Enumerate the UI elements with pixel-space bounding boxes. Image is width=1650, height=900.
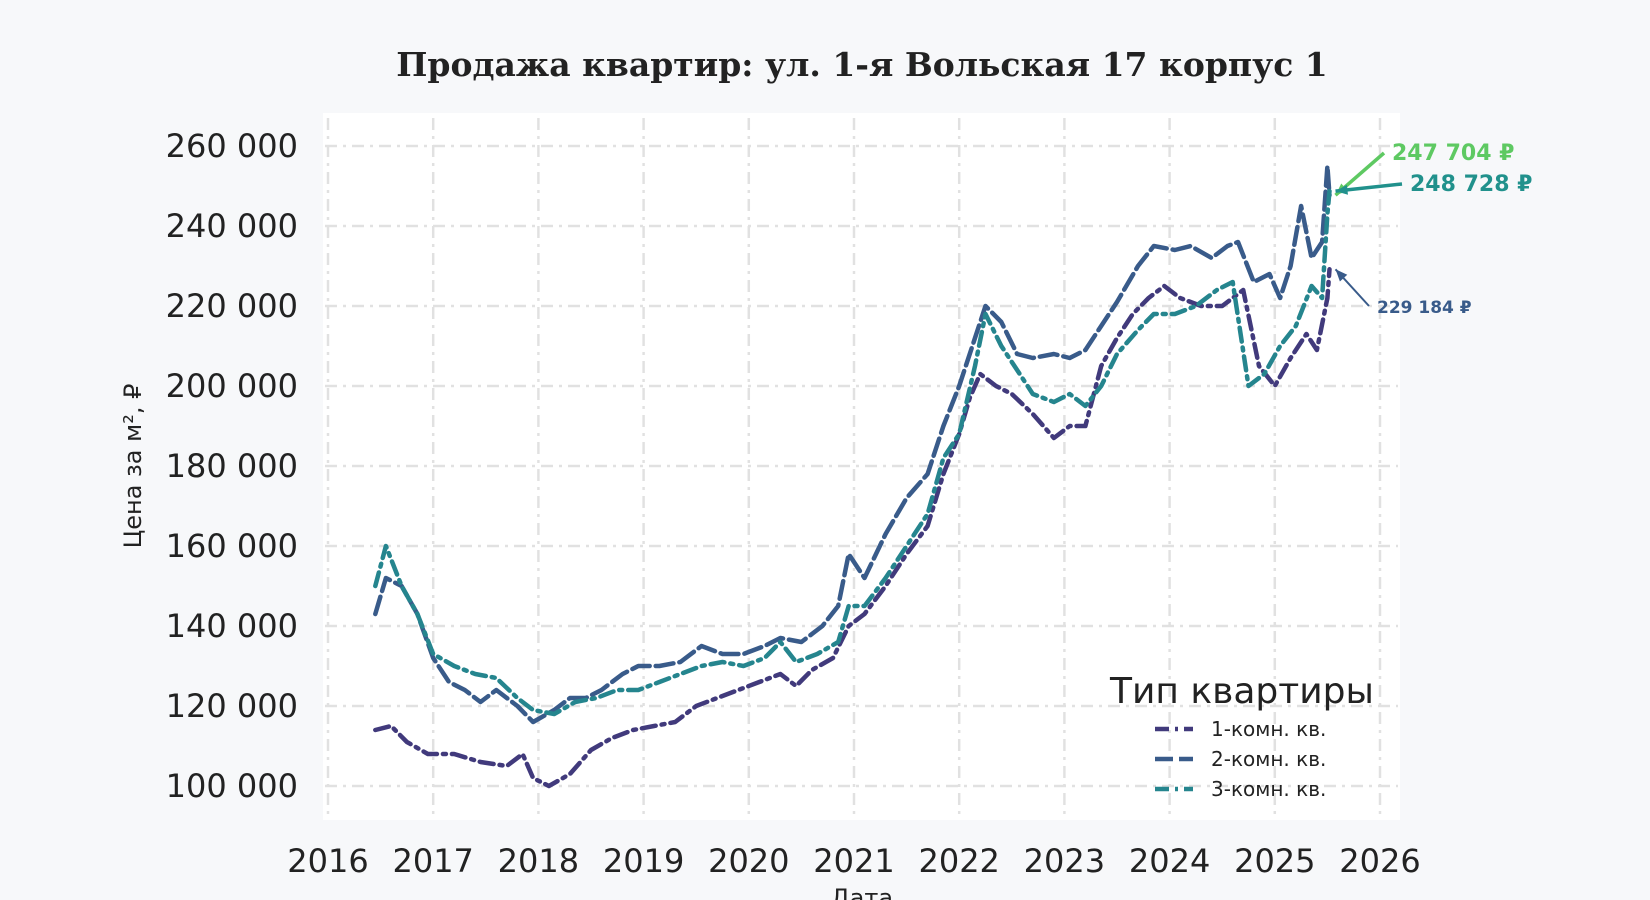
- x-tick-label: 2021: [813, 842, 894, 880]
- x-tick-label: 2026: [1339, 842, 1420, 880]
- y-axis-label: Цена за м², ₽: [119, 384, 147, 549]
- annotation-label: 229 184 ₽: [1377, 298, 1472, 318]
- legend-items: 1-комн. кв. 2-комн. кв. 3-комн. кв.: [1155, 717, 1326, 801]
- chart-title: Продажа квартир: ул. 1-я Вольская 17 кор…: [396, 45, 1328, 84]
- series-line: [373, 188, 1332, 717]
- annotation-label: 247 704 ₽: [1392, 141, 1514, 166]
- legend-title: Тип квартиры: [1109, 671, 1374, 712]
- x-tick-label: 2017: [392, 842, 473, 880]
- y-tick-label: 140 000: [166, 607, 298, 645]
- x-tick-label: 2025: [1234, 842, 1315, 880]
- y-tick-label: 100 000: [166, 767, 298, 805]
- x-tick-label: 2022: [918, 842, 999, 880]
- y-tick-label: 200 000: [166, 367, 298, 405]
- x-tick-label: 2019: [603, 842, 684, 880]
- tick-labels: 2016 2017 2018 2019 2020 2021 2022 2023 2024 2025…: [166, 127, 1421, 880]
- y-tick-label: 240 000: [166, 207, 298, 245]
- grid: [325, 118, 1398, 818]
- legend-label: 3-комн. кв.: [1211, 777, 1326, 801]
- annotation-arrowhead: [1335, 184, 1348, 195]
- annotations: 247 704 ₽ 248 728 ₽ 229 184 ₽: [1334, 141, 1532, 318]
- legend-label: 1-комн. кв.: [1211, 717, 1326, 741]
- series-line: [373, 163, 1332, 725]
- y-tick-label: 180 000: [166, 447, 298, 485]
- annotation-arrowhead: [1335, 269, 1348, 282]
- legend-label: 2-комн. кв.: [1211, 747, 1326, 771]
- plot-background: [323, 113, 1400, 820]
- series-lines: [373, 163, 1332, 789]
- x-tick-label: 2016: [287, 842, 368, 880]
- x-axis-label: Дата: [831, 884, 893, 900]
- series-line: [373, 267, 1332, 789]
- legend: Тип квартиры 1-комн. кв. 2-комн. кв. 3-ком…: [1109, 671, 1374, 801]
- x-tick-label: 2023: [1024, 842, 1105, 880]
- y-tick-label: 260 000: [166, 127, 298, 165]
- y-tick-label: 160 000: [166, 527, 298, 565]
- x-tick-label: 2018: [498, 842, 579, 880]
- y-tick-label: 220 000: [166, 287, 298, 325]
- annotation-label: 248 728 ₽: [1410, 172, 1532, 197]
- x-tick-label: 2024: [1129, 842, 1210, 880]
- y-tick-label: 120 000: [166, 687, 298, 725]
- x-tick-label: 2020: [708, 842, 789, 880]
